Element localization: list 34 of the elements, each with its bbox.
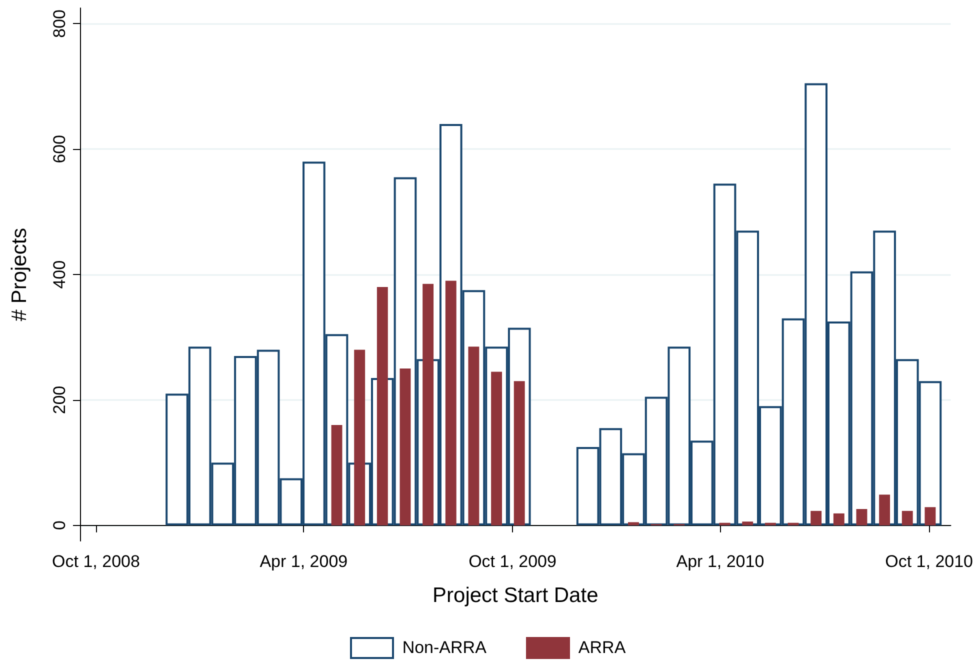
x-tick-label: Oct 1, 2009 bbox=[468, 552, 556, 571]
bar bbox=[331, 424, 342, 526]
y-tick-label: 400 bbox=[50, 260, 69, 289]
bar bbox=[742, 522, 754, 526]
y-tick-label: 800 bbox=[50, 9, 69, 38]
bar bbox=[879, 494, 890, 526]
x-tick-label: Oct 1, 2010 bbox=[885, 552, 973, 571]
bar bbox=[924, 507, 936, 526]
bar bbox=[468, 346, 480, 526]
y-axis-title: # Projects bbox=[8, 228, 31, 322]
bar bbox=[445, 280, 456, 526]
bar bbox=[400, 368, 411, 526]
bar bbox=[902, 510, 913, 526]
legend-label: ARRA bbox=[578, 638, 626, 658]
bar bbox=[810, 510, 822, 526]
y-tick-label: 200 bbox=[50, 386, 69, 414]
bar bbox=[422, 284, 434, 526]
y-tick-label: 0 bbox=[50, 520, 69, 530]
x-tick-label: Apr 1, 2009 bbox=[260, 552, 348, 571]
bar bbox=[628, 522, 639, 526]
bar bbox=[354, 350, 366, 526]
x-tick-label: Apr 1, 2010 bbox=[676, 552, 764, 571]
x-axis-title: Project Start Date bbox=[432, 584, 598, 607]
bar bbox=[514, 381, 525, 526]
x-tick-label: Oct 1, 2008 bbox=[52, 552, 140, 571]
bar bbox=[719, 522, 730, 526]
bar bbox=[764, 522, 776, 526]
bar bbox=[788, 522, 799, 526]
legend-label: Non-ARRA bbox=[402, 638, 486, 658]
y-tick-label: 600 bbox=[50, 134, 69, 164]
bar bbox=[833, 513, 844, 526]
bar bbox=[491, 372, 502, 526]
bar bbox=[376, 287, 388, 526]
bar bbox=[856, 509, 868, 526]
